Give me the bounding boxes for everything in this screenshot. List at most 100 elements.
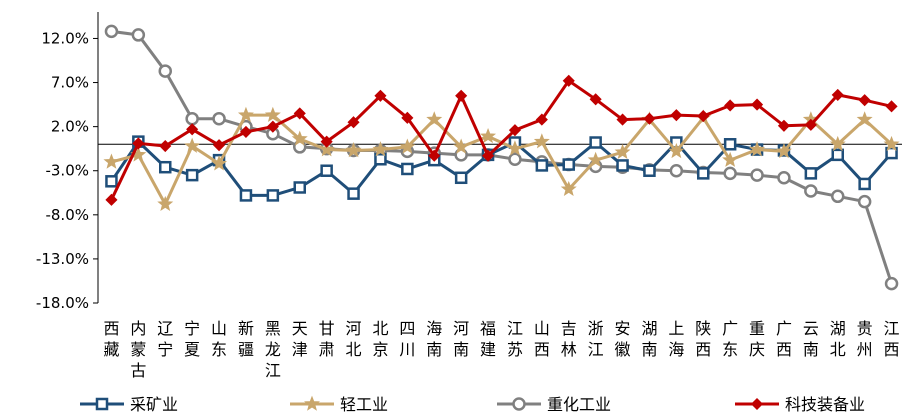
x-tick-label: 黑龙江 (265, 319, 281, 380)
data-point-1-19 (614, 143, 631, 159)
data-point-2-24 (750, 168, 764, 182)
data-point-1-21 (668, 142, 685, 159)
x-tick-label: 西藏 (103, 319, 119, 359)
data-point-3-22 (697, 109, 710, 123)
data-point-0-9 (347, 187, 360, 200)
data-point-3-5 (239, 125, 253, 138)
data-point-1-25 (775, 142, 792, 159)
x-tick-label: 江西 (884, 319, 900, 359)
data-point-1-17 (560, 180, 577, 197)
data-point-2-27 (831, 189, 845, 204)
data-point-0-11 (401, 162, 414, 176)
x-tick-label: 甘肃 (319, 319, 335, 359)
data-point-1-10 (372, 141, 389, 157)
data-point-3-3 (186, 123, 199, 136)
data-point-0-20 (643, 164, 656, 177)
x-tick-label: 陕西 (695, 319, 711, 359)
data-point-1-9 (345, 142, 362, 158)
data-point-2-4 (212, 111, 226, 126)
x-tick-label: 湖北 (830, 319, 846, 359)
data-point-2-2 (158, 64, 172, 78)
data-point-2-1 (131, 28, 146, 42)
data-point-2-26 (804, 184, 818, 198)
data-point-3-4 (212, 139, 226, 152)
x-tick-label: 北京 (372, 319, 388, 359)
data-point-2-15 (508, 152, 522, 167)
data-point-3-0 (105, 193, 118, 206)
data-point-1-28 (856, 111, 873, 127)
data-point-1-3 (184, 137, 201, 153)
data-point-1-27 (829, 135, 846, 152)
x-tick-label: 安徽 (615, 319, 631, 359)
data-point-0-10 (374, 153, 387, 166)
axes: 12.0% 7.0% 2.0% -3.0% -8.0% -13.0% -18.0% 西藏内蒙古… (36, 12, 902, 380)
data-point-1-23 (722, 151, 739, 167)
data-point-3-28 (858, 94, 871, 107)
data-point-0-5 (239, 189, 253, 202)
data-point-3-19 (616, 113, 629, 126)
data-point-3-15 (508, 124, 522, 137)
data-point-1-11 (399, 138, 416, 154)
data-point-3-8 (320, 135, 333, 148)
data-point-3-10 (374, 89, 387, 102)
data-point-0-19 (616, 159, 629, 172)
x-tick-label: 河南 (453, 319, 469, 359)
data-point-1-8 (318, 141, 335, 157)
data-point-1-24 (749, 141, 766, 157)
x-tick-label: 福建 (480, 319, 496, 359)
data-point-0-26 (804, 167, 818, 180)
data-point-0-29 (885, 146, 898, 160)
data-point-3-1 (132, 137, 145, 150)
data-point-1-0 (103, 153, 120, 169)
data-point-3-29 (885, 100, 898, 113)
x-tick-label: 内蒙古 (130, 319, 146, 380)
data-point-0-0 (105, 175, 118, 188)
legend-marker-0 (95, 397, 109, 411)
legend-label-2: 重化工业 (547, 395, 611, 414)
data-point-1-14 (480, 127, 497, 144)
data-point-3-27 (831, 88, 844, 101)
series-line-3 (110, 79, 892, 201)
x-tick-label: 河北 (346, 319, 362, 359)
y-tick-label: -8.0% (45, 206, 89, 224)
legend-label-1: 轻工业 (340, 395, 388, 414)
data-point-3-13 (455, 89, 468, 102)
data-point-3-26 (804, 118, 817, 131)
data-point-0-23 (723, 138, 737, 151)
legend: 采矿业 轻工业 重化工业 科技装备业 (80, 395, 865, 414)
data-point-2-21 (669, 163, 684, 178)
x-tick-label: 新疆 (238, 319, 254, 359)
data-point-1-13 (453, 138, 470, 154)
y-tick-label: 2.0% (51, 118, 89, 136)
data-point-0-18 (589, 136, 602, 149)
data-point-3-9 (347, 116, 360, 129)
data-point-3-24 (750, 98, 764, 111)
x-tick-label: 江苏 (507, 319, 523, 359)
x-tick-label: 湖南 (641, 319, 657, 359)
data-point-3-16 (535, 113, 548, 126)
data-point-3-25 (777, 119, 791, 132)
data-point-0-3 (185, 168, 199, 182)
data-point-3-7 (293, 107, 306, 120)
data-point-1-15 (506, 140, 523, 156)
data-point-0-16 (535, 159, 549, 172)
data-point-1-4 (211, 155, 228, 171)
data-point-2-3 (185, 111, 199, 126)
data-point-0-6 (266, 189, 280, 202)
x-tick-label: 天津 (292, 319, 308, 359)
data-point-3-2 (159, 139, 172, 153)
y-tick-label: 7.0% (51, 74, 89, 92)
legend-marker-3 (750, 397, 764, 411)
data-point-3-12 (428, 149, 441, 162)
data-point-3-6 (266, 120, 279, 133)
series-line-1 (111, 113, 893, 206)
x-tick-label: 宁夏 (184, 319, 200, 359)
x-tick-label: 广西 (776, 319, 792, 359)
x-tick-label: 海南 (426, 319, 442, 359)
data-point-0-22 (697, 167, 710, 180)
series-line-2 (111, 29, 893, 285)
x-tick-label: 山东 (211, 319, 227, 359)
data-point-1-16 (533, 133, 550, 149)
data-point-0-7 (293, 181, 306, 194)
